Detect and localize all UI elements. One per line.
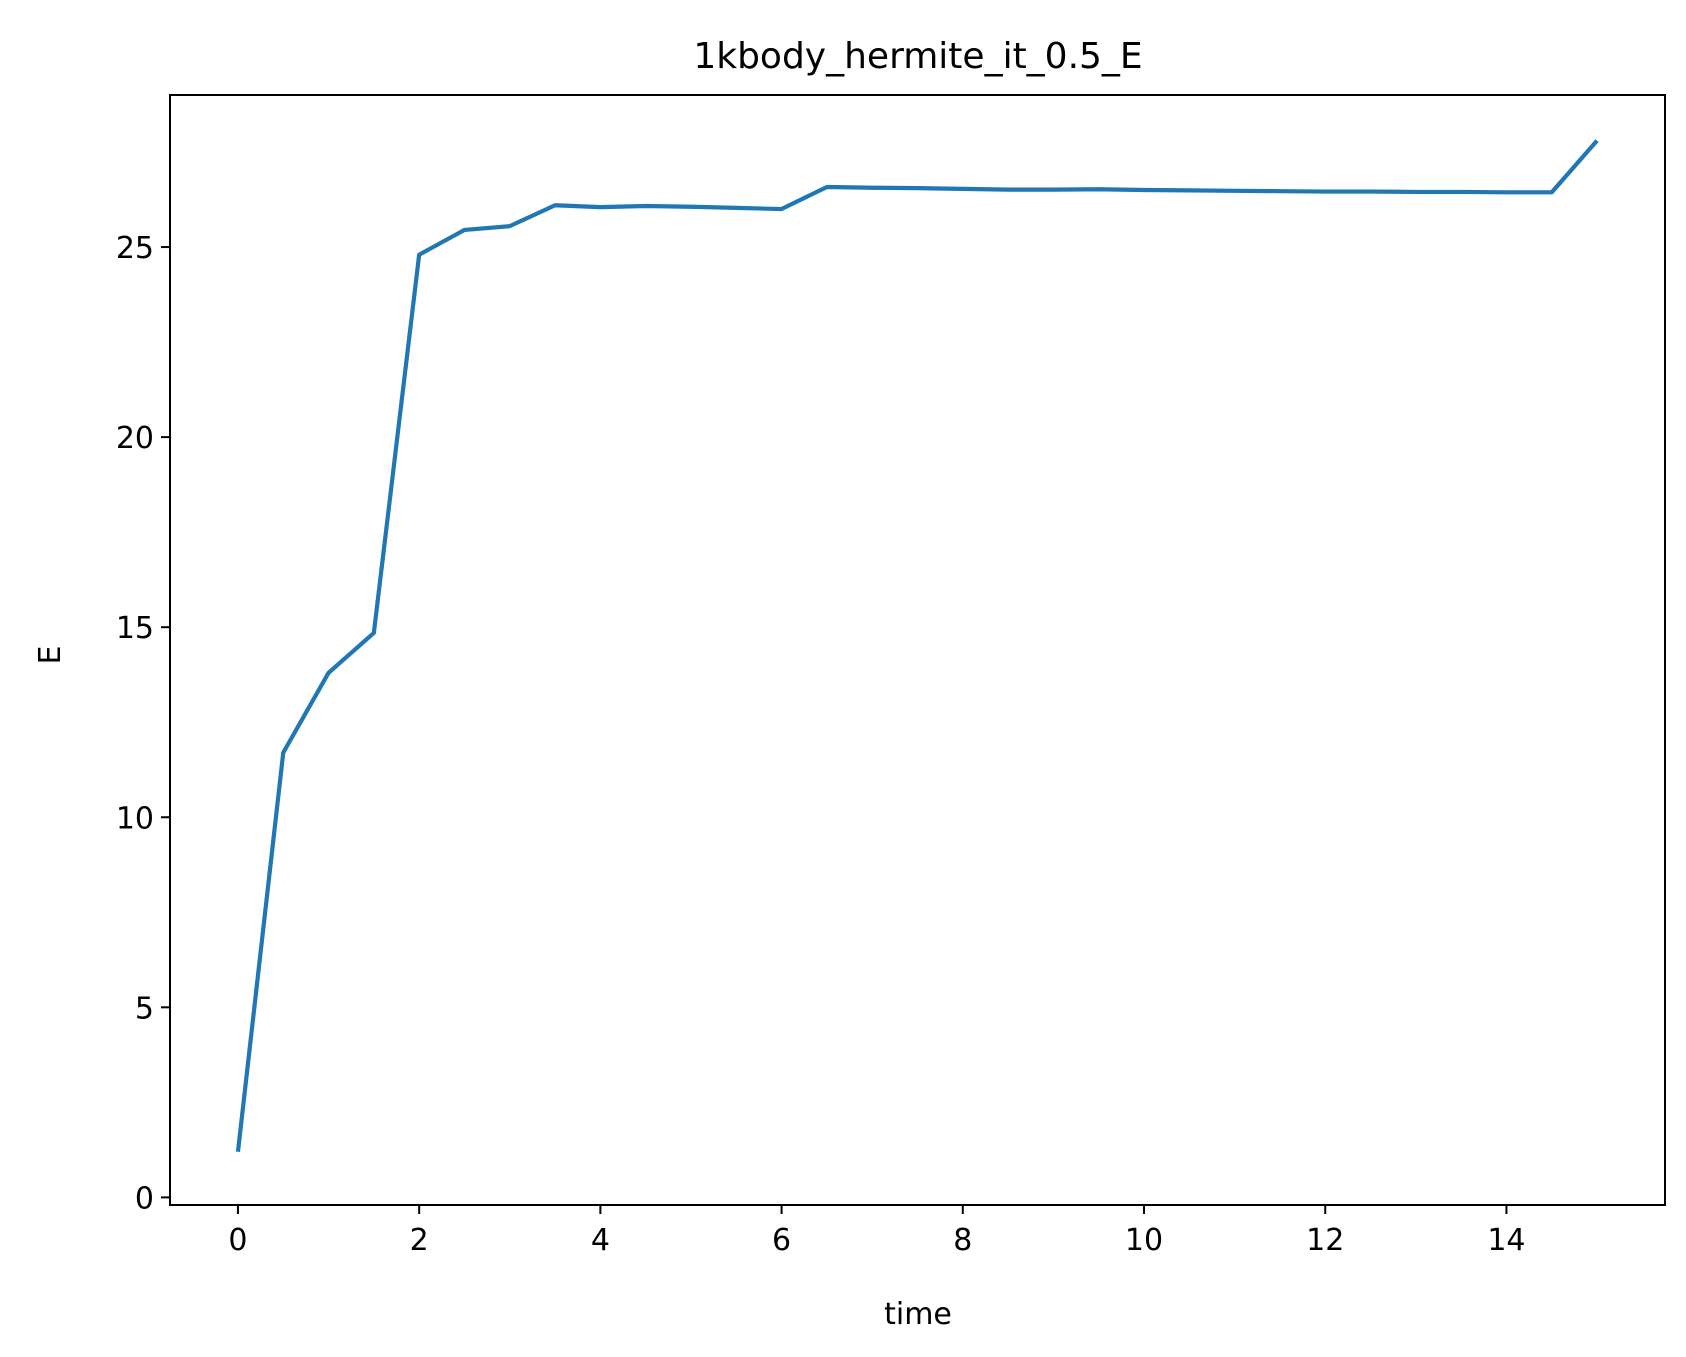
- plot-area: [169, 94, 1666, 1206]
- y-tick-label: 10: [116, 801, 154, 836]
- x-axis-label: time: [884, 1297, 952, 1332]
- axes-frame: [169, 94, 1666, 1206]
- chart-title: 1kbody_hermite_it_0.5_E: [693, 36, 1142, 77]
- y-tick-label: 15: [116, 611, 154, 646]
- series-line-0: [235, 139, 1599, 1153]
- x-axis-ticks: 0 2 4 6 8 10 12 14: [228, 1205, 1526, 1258]
- x-tick-label: 2: [410, 1223, 429, 1258]
- y-tick-label: 0: [135, 1181, 154, 1216]
- x-tick-label: 14: [1487, 1223, 1525, 1258]
- y-tick-label: 5: [135, 991, 154, 1026]
- x-tick-label: 0: [228, 1223, 247, 1258]
- y-axis-ticks: 0 5 10 15 20 25: [116, 231, 170, 1216]
- y-tick-label: 25: [116, 231, 154, 266]
- x-tick-label: 4: [591, 1223, 610, 1258]
- x-tick-label: 8: [953, 1223, 972, 1258]
- x-tick-label: 6: [772, 1223, 791, 1258]
- y-tick-label: 20: [116, 421, 154, 456]
- x-tick-label: 12: [1306, 1223, 1344, 1258]
- x-tick-label: 10: [1125, 1223, 1163, 1258]
- y-axis-label: E: [33, 646, 68, 665]
